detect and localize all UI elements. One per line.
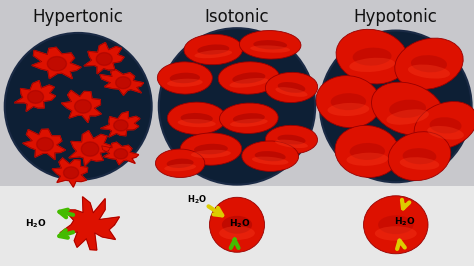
Ellipse shape: [155, 149, 205, 177]
Ellipse shape: [429, 117, 462, 134]
Polygon shape: [69, 131, 111, 166]
Ellipse shape: [320, 31, 472, 182]
Ellipse shape: [252, 157, 288, 165]
Ellipse shape: [180, 133, 242, 165]
Ellipse shape: [170, 73, 200, 83]
Polygon shape: [116, 77, 131, 89]
Ellipse shape: [167, 159, 193, 168]
Bar: [0, 186, 474, 266]
Ellipse shape: [364, 196, 428, 254]
Ellipse shape: [229, 78, 268, 88]
Ellipse shape: [336, 29, 408, 84]
Ellipse shape: [253, 40, 287, 49]
Ellipse shape: [232, 72, 265, 84]
Polygon shape: [62, 90, 101, 123]
Polygon shape: [114, 149, 128, 159]
Ellipse shape: [395, 38, 463, 89]
Ellipse shape: [278, 82, 305, 93]
Text: $\mathbf{H_2O}$: $\mathbf{H_2O}$: [187, 193, 207, 206]
Polygon shape: [36, 138, 54, 151]
Polygon shape: [47, 56, 66, 71]
Ellipse shape: [275, 140, 308, 148]
Ellipse shape: [388, 132, 451, 181]
Text: Hypotonic: Hypotonic: [354, 8, 438, 26]
Polygon shape: [32, 47, 81, 79]
Polygon shape: [64, 167, 79, 179]
Text: Isotonic: Isotonic: [205, 8, 269, 26]
Polygon shape: [84, 43, 124, 74]
Ellipse shape: [335, 125, 400, 177]
Ellipse shape: [5, 33, 152, 180]
Text: Hypertonic: Hypertonic: [33, 8, 124, 26]
Ellipse shape: [349, 58, 395, 72]
Ellipse shape: [328, 103, 369, 116]
Ellipse shape: [378, 215, 413, 234]
Polygon shape: [52, 158, 88, 187]
Polygon shape: [60, 197, 119, 250]
Ellipse shape: [167, 79, 203, 87]
Ellipse shape: [197, 44, 229, 55]
Ellipse shape: [219, 103, 278, 134]
Ellipse shape: [331, 93, 366, 110]
Ellipse shape: [375, 226, 417, 241]
Ellipse shape: [194, 144, 228, 154]
Ellipse shape: [178, 119, 216, 127]
Ellipse shape: [159, 28, 315, 185]
Ellipse shape: [184, 34, 243, 65]
Polygon shape: [100, 112, 140, 137]
Polygon shape: [96, 53, 112, 65]
Polygon shape: [81, 142, 99, 156]
Ellipse shape: [218, 62, 280, 94]
Polygon shape: [27, 90, 44, 103]
Polygon shape: [100, 70, 144, 95]
Polygon shape: [14, 81, 55, 111]
Ellipse shape: [157, 62, 212, 94]
Ellipse shape: [255, 151, 286, 161]
Ellipse shape: [230, 119, 268, 127]
Ellipse shape: [167, 102, 226, 134]
Ellipse shape: [372, 82, 444, 135]
Text: $\mathbf{H_2O}$: $\mathbf{H_2O}$: [228, 217, 250, 230]
Text: $\mathbf{H_2O}$: $\mathbf{H_2O}$: [393, 216, 415, 228]
Ellipse shape: [250, 45, 290, 53]
Ellipse shape: [265, 72, 318, 103]
Ellipse shape: [346, 153, 388, 166]
Ellipse shape: [408, 65, 450, 78]
Ellipse shape: [386, 109, 429, 125]
Ellipse shape: [350, 143, 385, 160]
Ellipse shape: [222, 216, 252, 234]
Ellipse shape: [219, 226, 255, 240]
Ellipse shape: [210, 197, 264, 252]
Ellipse shape: [265, 125, 318, 154]
Ellipse shape: [402, 148, 437, 164]
Ellipse shape: [411, 55, 447, 72]
Ellipse shape: [400, 157, 439, 170]
Ellipse shape: [194, 50, 232, 58]
Ellipse shape: [242, 141, 299, 171]
Ellipse shape: [389, 100, 426, 118]
Ellipse shape: [353, 48, 392, 66]
Ellipse shape: [191, 150, 231, 158]
Ellipse shape: [233, 113, 265, 123]
Ellipse shape: [316, 76, 381, 128]
Polygon shape: [74, 99, 91, 113]
Polygon shape: [23, 129, 65, 160]
Ellipse shape: [277, 135, 306, 144]
Ellipse shape: [239, 31, 301, 59]
Text: $\mathbf{H_2O}$: $\mathbf{H_2O}$: [25, 217, 46, 230]
Ellipse shape: [427, 126, 464, 140]
Polygon shape: [102, 142, 139, 165]
Ellipse shape: [275, 87, 308, 97]
Ellipse shape: [164, 164, 196, 171]
Polygon shape: [114, 120, 128, 131]
Ellipse shape: [181, 113, 213, 123]
Ellipse shape: [414, 102, 474, 149]
